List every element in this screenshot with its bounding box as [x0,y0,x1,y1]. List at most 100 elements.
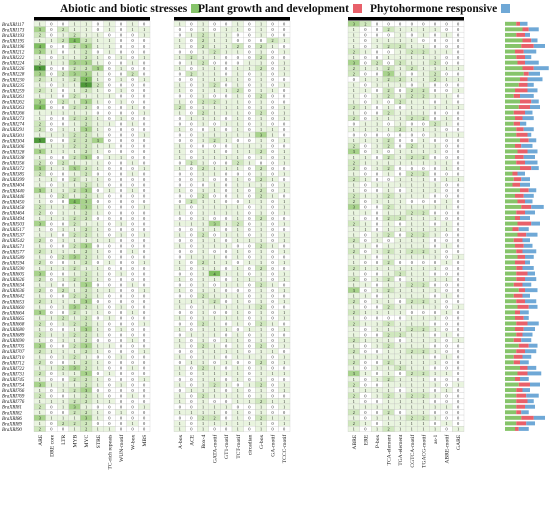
cell-value: 0 [50,277,52,282]
cell-value: 0 [132,183,134,188]
cell-value: 0 [283,244,285,249]
cell-value: 0 [399,260,401,265]
cell-value: 1 [411,338,413,343]
cell-value: 2 [399,366,401,371]
cell-value: 0 [457,227,459,232]
cell-value: 1 [434,249,436,254]
cell-value: 0 [62,177,64,182]
cell-value: 0 [62,377,64,382]
cell-value: 0 [237,288,239,293]
cell-value: 1 [179,127,181,132]
cell-value: 1 [422,77,424,82]
cell-value: 0 [283,366,285,371]
cell-value: 0 [120,27,122,32]
cell-value: 0 [108,255,110,260]
cell-value: 2 [62,255,64,260]
cell-value: 1 [411,221,413,226]
bar-hormone [520,93,534,98]
cell-value: 0 [411,83,413,88]
cell-value: 2 [74,33,76,38]
cell-value: 0 [434,244,436,249]
cell-value: 0 [446,210,448,215]
cell-value: 0 [108,416,110,421]
cell-value: 0 [434,116,436,121]
cell-value: 0 [388,149,390,154]
cell-value: 1 [202,177,204,182]
cell-value: 1 [272,194,274,199]
cell-value: 0 [50,183,52,188]
cell-value: 1 [399,149,401,154]
cell-value: 1 [422,382,424,387]
cell-value: 2 [260,416,262,421]
cell-value: 0 [376,105,378,110]
cell-value: 2 [272,38,274,43]
cell-value: 3 [39,49,41,54]
cell-value: 0 [62,44,64,49]
cell-value: 0 [50,27,52,32]
cell-value: 1 [248,277,250,282]
cell-value: 0 [248,177,250,182]
element-label: W-box [131,435,137,450]
cell-value: 2 [411,327,413,332]
cell-value: 0 [179,282,181,287]
cell-value: 2 [85,121,87,126]
cell-value: 0 [190,127,192,132]
cell-value: 1 [120,99,122,104]
cell-value: 1 [422,55,424,60]
gene-label: BraXRI776 [2,400,25,405]
cell-value: 0 [283,410,285,415]
cell-value: 1 [364,244,366,249]
cell-value: 0 [237,38,239,43]
cell-value: 1 [446,66,448,71]
bar-abiotic [505,71,524,76]
bar-hormone [518,426,529,431]
cell-value: 0 [132,149,134,154]
cell-value: 0 [376,316,378,321]
cell-value: 1 [214,349,216,354]
cell-value: 2 [214,416,216,421]
cell-value: 2 [422,116,424,121]
cell-value: 1 [399,121,401,126]
cell-value: 0 [132,166,134,171]
cell-value: 2 [353,49,355,54]
cell-value: 1 [179,338,181,343]
cell-value: 0 [108,116,110,121]
cell-value: 1 [260,127,262,132]
cell-value: 0 [376,88,378,93]
cell-value: 0 [132,210,134,215]
cell-value: 1 [422,105,424,110]
cell-value: 2 [85,360,87,365]
cell-value: 3 [39,221,41,226]
cell-value: 0 [50,310,52,315]
cell-value: 1 [50,282,52,287]
cell-value: 1 [179,166,181,171]
cell-value: 2 [85,38,87,43]
cell-value: 1 [97,332,99,337]
cell-value: 2 [190,55,192,60]
cell-value: 0 [364,205,366,210]
cell-value: 2 [74,294,76,299]
bar-abiotic [505,349,517,354]
cell-value: 0 [446,393,448,398]
cell-value: 2 [74,116,76,121]
cell-value: 1 [411,183,413,188]
cell-value: 0 [143,327,145,332]
cell-value: 0 [143,121,145,126]
cell-value: 1 [74,288,76,293]
cell-value: 0 [132,360,134,365]
cell-value: 1 [179,327,181,332]
bar-hormone [531,221,540,226]
cell-value: 0 [364,366,366,371]
cell-value: 1 [376,138,378,143]
cell-value: 1 [237,338,239,343]
cell-value: 1 [434,382,436,387]
cell-value: 0 [248,22,250,27]
cell-value: 1 [260,338,262,343]
cell-value: 3 [85,188,87,193]
cell-value: 0 [62,393,64,398]
cell-value: 0 [190,44,192,49]
cell-value: 1 [353,210,355,215]
bar-abiotic [505,277,517,282]
cell-value: 0 [272,355,274,360]
cell-value: 2 [399,60,401,65]
